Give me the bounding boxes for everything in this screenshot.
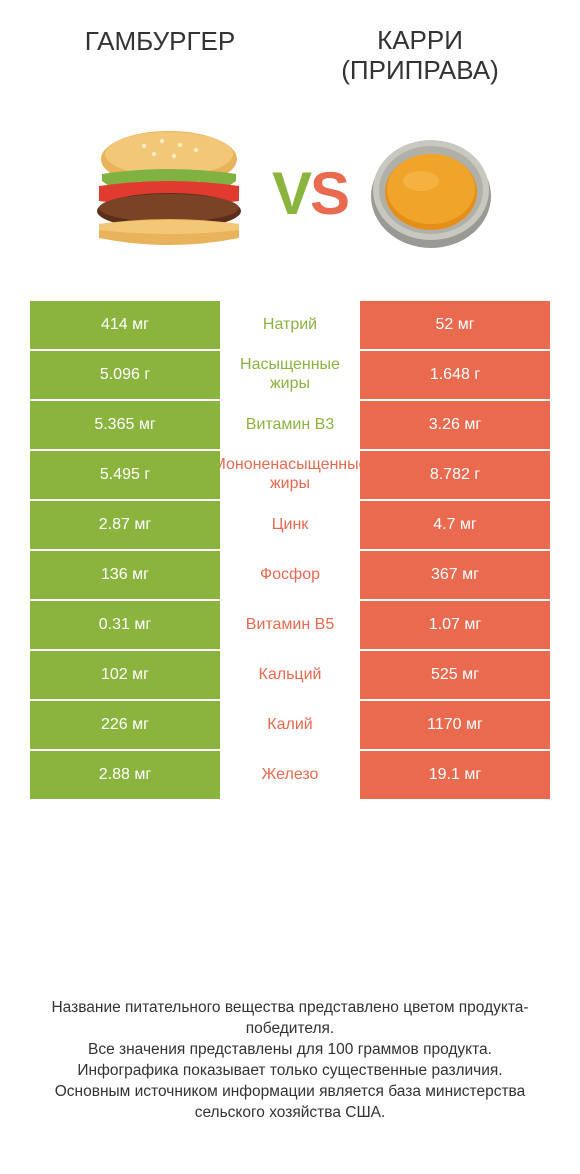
cell-right: 1.07 мг (360, 601, 550, 649)
cell-left: 5.365 мг (30, 401, 220, 449)
table-row: 5.096 гНасыщенные жиры1.648 г (30, 351, 550, 401)
cell-label: Витамин B5 (220, 601, 360, 649)
cell-left: 414 мг (30, 301, 220, 349)
cell-left: 136 мг (30, 551, 220, 599)
table-row: 5.495 гМононенасыщенные жиры8.782 г (30, 451, 550, 501)
table-row: 136 мгФосфор367 мг (30, 551, 550, 601)
title-right-line1: КАРРИ (377, 25, 463, 55)
cell-label: Цинк (220, 501, 360, 549)
cell-label: Кальций (220, 651, 360, 699)
cell-left: 5.495 г (30, 451, 220, 499)
title-right: КАРРИ (ПРИПРАВА) (290, 26, 550, 86)
table-row: 2.87 мгЦинк4.7 мг (30, 501, 550, 551)
cell-right: 52 мг (360, 301, 550, 349)
cell-label: Натрий (220, 301, 360, 349)
hamburger-icon (84, 126, 254, 261)
table-row: 2.88 мгЖелезо19.1 мг (30, 751, 550, 801)
cell-right: 525 мг (360, 651, 550, 699)
cell-label: Калий (220, 701, 360, 749)
cell-right: 19.1 мг (360, 751, 550, 799)
title-left: ГАМБУРГЕР (30, 26, 290, 86)
cell-label: Витамин B3 (220, 401, 360, 449)
cell-label: Мононенасыщенные жиры (220, 451, 360, 499)
vs-s: S (310, 160, 348, 227)
cell-left: 5.096 г (30, 351, 220, 399)
curry-icon (366, 126, 496, 261)
footer-line2: Все значения представлены для 100 граммо… (88, 1041, 492, 1058)
footer-line1: Название питательного вещества представл… (51, 999, 528, 1037)
cell-right: 1170 мг (360, 701, 550, 749)
title-right-line2: (ПРИПРАВА) (341, 55, 499, 85)
cell-right: 367 мг (360, 551, 550, 599)
titles-row: ГАМБУРГЕР КАРРИ (ПРИПРАВА) (0, 0, 580, 96)
cell-right: 8.782 г (360, 451, 550, 499)
table-row: 0.31 мгВитамин B51.07 мг (30, 601, 550, 651)
table-row: 226 мгКалий1170 мг (30, 701, 550, 751)
table-row: 5.365 мгВитамин B33.26 мг (30, 401, 550, 451)
cell-left: 0.31 мг (30, 601, 220, 649)
cell-right: 1.648 г (360, 351, 550, 399)
cell-right: 4.7 мг (360, 501, 550, 549)
cell-label: Фосфор (220, 551, 360, 599)
cell-right: 3.26 мг (360, 401, 550, 449)
cell-left: 102 мг (30, 651, 220, 699)
table-row: 414 мгНатрий52 мг (30, 301, 550, 351)
vs-row: VS (0, 96, 580, 301)
cell-label: Насыщенные жиры (220, 351, 360, 399)
cell-label: Железо (220, 751, 360, 799)
cell-left: 2.87 мг (30, 501, 220, 549)
footer-line3: Инфографика показывает только существенн… (77, 1062, 502, 1079)
cell-left: 2.88 мг (30, 751, 220, 799)
table-row: 102 мгКальций525 мг (30, 651, 550, 701)
cell-left: 226 мг (30, 701, 220, 749)
footer-line4: Основным источником информации является … (55, 1083, 526, 1121)
comparison-table: 414 мгНатрий52 мг5.096 гНасыщенные жиры1… (30, 301, 550, 801)
footer-notes: Название питательного вещества представл… (0, 998, 580, 1124)
vs-label: VS (272, 159, 348, 228)
vs-v: V (272, 160, 310, 227)
